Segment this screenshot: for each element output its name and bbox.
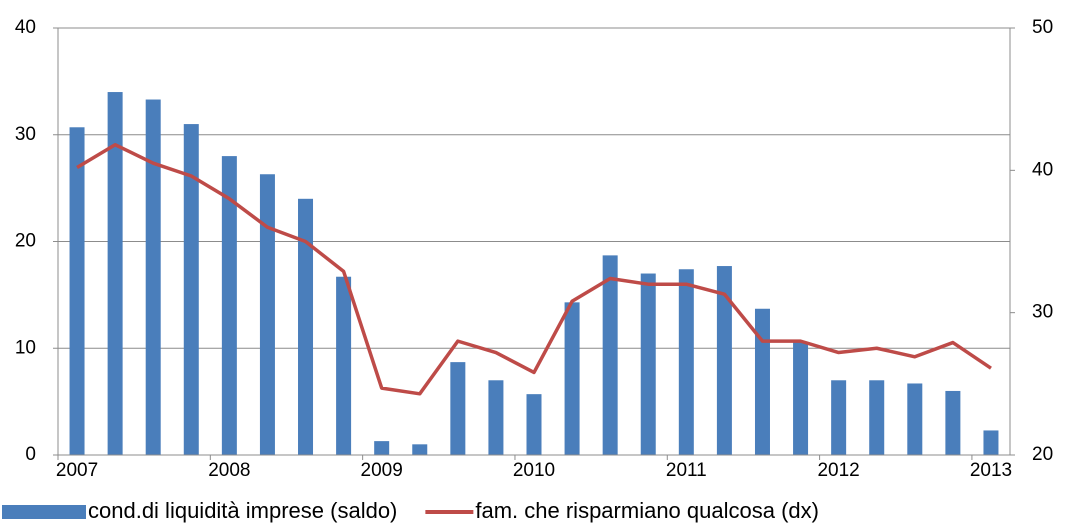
bar (564, 302, 580, 455)
bar (831, 380, 847, 455)
bar (983, 430, 999, 455)
bar (488, 380, 504, 455)
y-tick-label: 40 (15, 17, 36, 38)
bar (183, 124, 199, 455)
x-tick-label: 2007 (56, 460, 98, 481)
legend-label: fam. che risparmiano qualcosa (dx) (475, 498, 819, 523)
bar (107, 92, 123, 456)
bar (640, 273, 656, 455)
bar (869, 380, 885, 455)
legend-swatch (2, 505, 86, 519)
bar (526, 394, 542, 455)
x-tick-label: 2008 (208, 460, 250, 481)
bar (69, 127, 85, 455)
bar (145, 99, 161, 456)
bar (945, 390, 961, 455)
y2-tick-label: 30 (1032, 302, 1053, 323)
bar (907, 383, 923, 455)
y-tick-label: 10 (15, 337, 36, 358)
x-tick-label: 2013 (970, 460, 1012, 481)
bar (793, 341, 809, 455)
legend-label: cond.di liquidità imprese (saldo) (88, 498, 397, 523)
bar (221, 156, 237, 455)
y2-tick-label: 20 (1032, 444, 1053, 465)
bar (678, 269, 694, 455)
y2-tick-label: 50 (1032, 17, 1053, 38)
bar (336, 276, 352, 455)
bar (374, 441, 390, 455)
x-tick-label: 2009 (361, 460, 403, 481)
bar (259, 174, 275, 455)
x-tick-label: 2010 (513, 460, 555, 481)
y2-tick-label: 40 (1032, 159, 1053, 180)
bar (450, 362, 466, 455)
y-tick-label: 30 (15, 124, 36, 145)
y-tick-label: 20 (15, 231, 36, 252)
bar (716, 266, 732, 455)
x-tick-label: 2011 (666, 460, 707, 481)
bar (602, 255, 618, 455)
y-tick-label: 0 (25, 444, 36, 465)
line (76, 142, 992, 396)
bar (754, 308, 770, 455)
x-tick-label: 2012 (817, 460, 859, 481)
bar (412, 444, 428, 455)
bar (298, 198, 314, 456)
